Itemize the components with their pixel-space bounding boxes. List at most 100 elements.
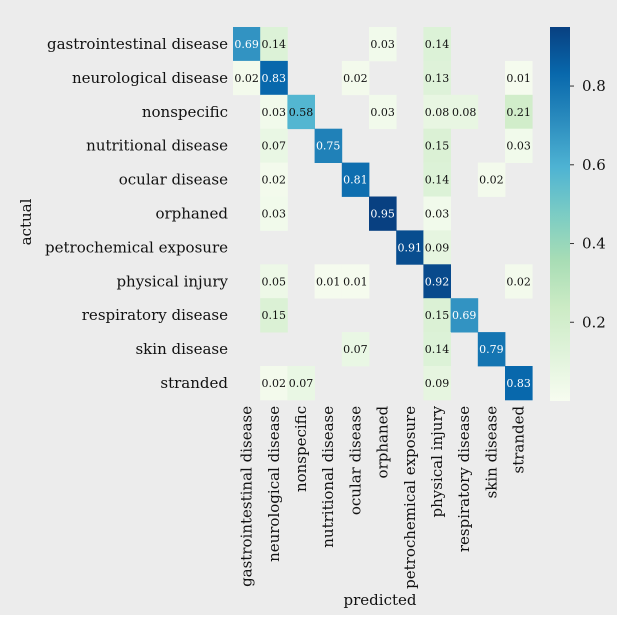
- cell-nutritional-disease-respiratory-disease: [451, 129, 479, 163]
- row-label-petrochemical-exposure: petrochemical exposure: [45, 238, 228, 256]
- cell-label: 0.02: [479, 174, 504, 187]
- cell-label: 0.07: [262, 140, 287, 153]
- cell-physical-injury-neurological-disease: [260, 264, 288, 299]
- cell-label: 0.83: [262, 72, 287, 85]
- row-label-orphaned: orphaned: [155, 204, 228, 222]
- cell-label: 0.91: [398, 241, 423, 254]
- cell-physical-injury-skin-disease: [478, 264, 506, 298]
- cell-label: 0.75: [316, 140, 341, 153]
- cell-gastrointestinal-disease-respiratory-disease: [451, 27, 479, 61]
- cell-nonspecific-gastrointestinal-disease: [233, 95, 261, 129]
- cell-petrochemical-exposure-nutritional-disease: [315, 230, 343, 264]
- cell-nutritional-disease-nonspecific: [287, 129, 315, 163]
- cell-orphaned-petrochemical-exposure: [396, 197, 424, 231]
- cell-label: 0.81: [343, 174, 368, 187]
- cell-label: 0.15: [262, 309, 287, 322]
- column-label-skin-disease: skin disease: [482, 406, 500, 499]
- cell-nonspecific-ocular-disease: [342, 95, 370, 129]
- cell-gastrointestinal-disease-ocular-disease: [342, 27, 370, 61]
- cell-label: 0.14: [262, 38, 287, 51]
- cell-label: 0.03: [262, 207, 287, 220]
- cell-label: 0.92: [425, 275, 450, 288]
- cell-skin-disease-skin-disease: [477, 332, 506, 367]
- cell-stranded-stranded: [505, 366, 533, 401]
- cell-skin-disease-stranded: [505, 332, 533, 366]
- cell-orphaned-nonspecific: [287, 197, 315, 231]
- cell-skin-disease-physical-injury: [423, 332, 451, 367]
- column-label-gastrointestinal-disease: gastrointestinal disease: [238, 406, 256, 587]
- cell-label: 0.08: [452, 106, 477, 119]
- cell-respiratory-disease-petrochemical-exposure: [396, 298, 424, 332]
- cell-respiratory-disease-skin-disease: [478, 298, 506, 332]
- row-label-stranded: stranded: [160, 374, 228, 392]
- row-label-physical-injury: physical injury: [116, 272, 228, 290]
- column-label-neurological-disease: neurological disease: [265, 406, 283, 562]
- cell-nutritional-disease-neurological-disease: [260, 128, 288, 163]
- cell-ocular-disease-petrochemical-exposure: [396, 163, 424, 197]
- cell-stranded-respiratory-disease: [451, 366, 479, 400]
- cell-label: 0.14: [425, 174, 450, 187]
- cell-respiratory-disease-respiratory-disease: [450, 298, 479, 333]
- cell-physical-injury-orphaned: [369, 264, 397, 298]
- cell-nutritional-disease-physical-injury: [423, 128, 451, 163]
- cell-skin-disease-petrochemical-exposure: [396, 332, 424, 366]
- cell-nutritional-disease-stranded: [505, 128, 533, 163]
- cell-label: 0.01: [316, 275, 341, 288]
- row-tick-labels: gastrointestinal disease neurological dis…: [45, 35, 228, 392]
- cell-neurological-disease-stranded: [505, 60, 533, 96]
- cell-physical-injury-nonspecific: [287, 264, 315, 298]
- cell-gastrointestinal-disease-nonspecific: [287, 27, 315, 61]
- row-label-gastrointestinal-disease: gastrointestinal disease: [47, 35, 228, 53]
- cell-orphaned-orphaned: [369, 196, 397, 231]
- cell-stranded-physical-injury: [423, 366, 451, 401]
- cell-orphaned-gastrointestinal-disease: [233, 197, 261, 231]
- cell-petrochemical-exposure-ocular-disease: [342, 230, 370, 264]
- cell-neurological-disease-petrochemical-exposure: [396, 61, 424, 95]
- cell-label: 0.15: [425, 140, 450, 153]
- column-label-orphaned: orphaned: [374, 406, 392, 479]
- cell-label: 0.08: [425, 106, 450, 119]
- cell-skin-disease-respiratory-disease: [451, 332, 479, 366]
- cell-label: 0.03: [506, 140, 531, 153]
- cell-label: 0.14: [425, 38, 450, 51]
- cell-physical-injury-gastrointestinal-disease: [233, 264, 261, 298]
- cell-label: 0.03: [425, 207, 450, 220]
- cell-respiratory-disease-physical-injury: [423, 298, 451, 333]
- cell-respiratory-disease-gastrointestinal-disease: [233, 298, 261, 332]
- cell-physical-injury-stranded: [505, 264, 533, 299]
- cell-physical-injury-physical-injury: [423, 264, 451, 299]
- cell-label: 0.02: [343, 72, 368, 85]
- column-label-stranded: stranded: [510, 406, 528, 474]
- row-label-nonspecific: nonspecific: [142, 103, 228, 121]
- cell-neurological-disease-orphaned: [369, 61, 397, 95]
- cell-stranded-ocular-disease: [342, 366, 370, 400]
- cell-skin-disease-nutritional-disease: [315, 332, 343, 366]
- cell-label: 0.13: [425, 72, 450, 85]
- cell-respiratory-disease-stranded: [505, 298, 533, 332]
- cell-stranded-orphaned: [369, 366, 397, 400]
- cell-gastrointestinal-disease-physical-injury: [423, 27, 451, 62]
- cell-ocular-disease-skin-disease: [477, 162, 506, 197]
- colorbar: 0.2 0.4 0.6 0.8: [550, 27, 606, 401]
- row-label-ocular-disease: ocular disease: [119, 171, 228, 189]
- row-label-respiratory-disease: respiratory disease: [82, 306, 228, 324]
- cell-label: 0.58: [289, 106, 314, 119]
- cell-stranded-gastrointestinal-disease: [233, 366, 261, 400]
- cell-label: 0.69: [234, 38, 259, 51]
- cell-skin-disease-ocular-disease: [341, 332, 370, 367]
- cell-neurological-disease-ocular-disease: [341, 60, 370, 96]
- cell-neurological-disease-gastrointestinal-disease: [233, 60, 261, 96]
- cell-gastrointestinal-disease-nutritional-disease: [315, 27, 343, 61]
- cell-respiratory-disease-neurological-disease: [260, 298, 288, 333]
- cell-nonspecific-nonspecific: [287, 94, 315, 130]
- column-label-nonspecific: nonspecific: [292, 406, 310, 492]
- cell-label: 0.07: [343, 343, 368, 356]
- cell-ocular-disease-neurological-disease: [260, 162, 288, 197]
- cell-respiratory-disease-orphaned: [369, 298, 397, 332]
- cell-petrochemical-exposure-neurological-disease: [260, 230, 288, 264]
- cell-orphaned-physical-injury: [423, 196, 451, 231]
- cell-nutritional-disease-petrochemical-exposure: [396, 129, 424, 163]
- cell-petrochemical-exposure-orphaned: [369, 230, 397, 264]
- colorbar-tick-label: 0.6: [582, 156, 606, 174]
